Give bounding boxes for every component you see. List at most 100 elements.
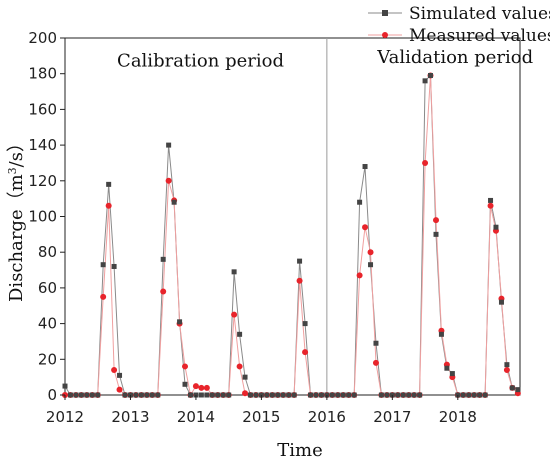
y-tick-label: 40 <box>38 315 57 333</box>
simulated-point <box>297 258 303 264</box>
measured-point <box>100 293 107 300</box>
y-axis-title-suffix: /s） <box>6 134 27 167</box>
simulated-point <box>220 392 226 398</box>
legend-simulated-marker <box>382 10 388 16</box>
simulated-point <box>368 262 374 268</box>
series-lines <box>64 74 519 397</box>
measured-point <box>111 367 118 374</box>
measured-point <box>503 367 510 374</box>
simulated-point <box>247 392 253 398</box>
measured-point <box>192 383 199 390</box>
x-tick-label: 2018 <box>439 408 477 426</box>
measured-point <box>367 249 374 256</box>
simulated-point <box>329 392 335 398</box>
legend-simulated-label: Simulated values <box>409 4 550 24</box>
simulated-point <box>133 392 139 398</box>
measured-line <box>65 75 519 397</box>
simulated-point <box>406 392 412 398</box>
measured-point <box>302 349 309 356</box>
simulated-point <box>335 392 341 398</box>
simulated-point <box>498 299 504 305</box>
simulated-point <box>340 392 346 398</box>
simulated-point <box>373 340 379 346</box>
calibration-period-label: Calibration period <box>117 51 284 72</box>
simulated-point <box>209 392 215 398</box>
simulated-point <box>111 263 117 269</box>
legend-measured-label: Measured values <box>409 26 550 46</box>
measured-point <box>422 159 429 166</box>
measured-point <box>182 363 189 370</box>
simulated-point <box>488 197 494 203</box>
simulated-point <box>67 392 73 398</box>
legend-measured-marker <box>382 32 388 38</box>
simulated-point <box>400 392 406 398</box>
y-tick-label: 0 <box>47 386 57 404</box>
measured-point <box>362 224 369 231</box>
simulated-point <box>444 365 450 371</box>
y-tick-label: 200 <box>28 29 57 47</box>
y-tick-label: 80 <box>38 243 57 261</box>
measured-point <box>372 359 379 366</box>
simulated-point <box>160 256 166 262</box>
simulated-point <box>215 392 221 398</box>
simulated-point <box>433 231 439 237</box>
simulated-point <box>466 392 472 398</box>
simulated-point <box>357 199 363 205</box>
simulated-point <box>477 392 483 398</box>
y-tick-label: 140 <box>28 136 57 154</box>
legend: Simulated values Measured values <box>368 4 550 46</box>
simulated-point <box>275 392 281 398</box>
simulated-point <box>395 392 401 398</box>
simulated-point <box>155 392 161 398</box>
simulated-point <box>231 269 237 275</box>
measured-point <box>236 363 243 370</box>
measured-point <box>116 386 123 393</box>
simulated-point <box>428 72 434 78</box>
measured-point <box>203 384 210 391</box>
x-tick-label: 2017 <box>373 408 411 426</box>
simulated-point <box>89 392 95 398</box>
x-tick-label: 2013 <box>111 408 149 426</box>
simulated-point <box>308 392 314 398</box>
measured-point <box>160 288 167 295</box>
simulated-point <box>269 392 275 398</box>
simulated-point <box>493 224 499 230</box>
y-tick-label: 180 <box>28 65 57 83</box>
simulated-point <box>362 164 368 170</box>
simulated-point <box>149 392 155 398</box>
simulated-point <box>117 372 123 378</box>
y-tick-label: 160 <box>28 100 57 118</box>
x-tick-label: 2015 <box>242 408 280 426</box>
simulated-point <box>286 392 292 398</box>
simulated-point <box>226 392 232 398</box>
y-tick-label: 120 <box>28 172 57 190</box>
simulated-point <box>198 392 204 398</box>
measured-point <box>165 177 172 184</box>
simulated-point <box>100 262 106 268</box>
measured-point <box>296 277 303 284</box>
simulated-point <box>482 392 488 398</box>
x-tick-label: 2012 <box>46 408 84 426</box>
simulated-point <box>318 392 324 398</box>
simulated-point <box>73 392 79 398</box>
simulated-point <box>346 392 352 398</box>
simulated-point <box>411 392 417 398</box>
simulated-point <box>242 374 248 380</box>
measured-point <box>231 311 238 318</box>
simulated-point <box>378 392 384 398</box>
simulated-point <box>237 331 243 337</box>
y-axis-title: Discharge（m3/s） <box>6 134 28 302</box>
simulated-point <box>460 392 466 398</box>
simulated-point <box>509 385 515 391</box>
simulated-point <box>182 381 188 387</box>
simulated-point <box>384 392 390 398</box>
measured-point <box>105 202 112 209</box>
y-tick-label: 60 <box>38 279 57 297</box>
measured-point <box>198 384 205 391</box>
measured-point <box>356 272 363 279</box>
simulated-point <box>291 392 297 398</box>
simulated-point <box>171 199 177 205</box>
series-points <box>62 72 521 398</box>
simulated-point <box>122 392 128 398</box>
